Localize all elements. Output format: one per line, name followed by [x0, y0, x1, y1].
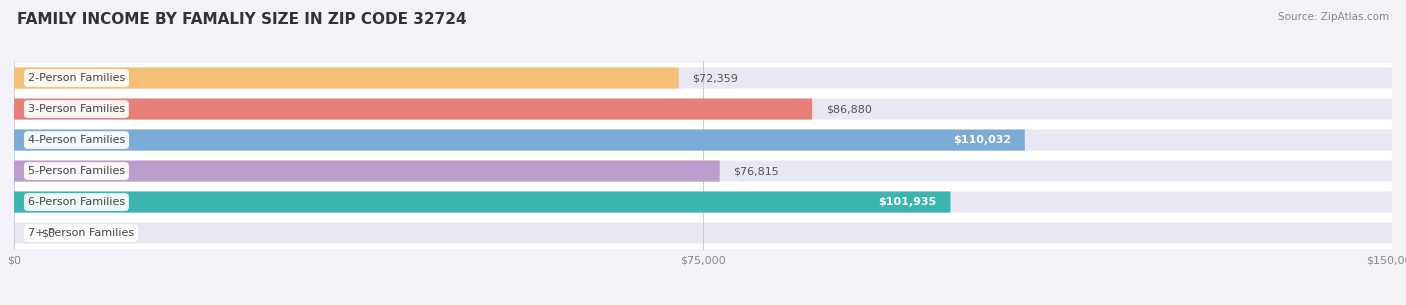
Text: 4-Person Families: 4-Person Families: [28, 135, 125, 145]
FancyBboxPatch shape: [14, 130, 1392, 151]
Text: 3-Person Families: 3-Person Families: [28, 104, 125, 114]
FancyBboxPatch shape: [4, 187, 1402, 217]
FancyBboxPatch shape: [14, 160, 1392, 181]
Text: 6-Person Families: 6-Person Families: [28, 197, 125, 207]
Text: $86,880: $86,880: [825, 104, 872, 114]
FancyBboxPatch shape: [14, 192, 1392, 213]
Text: 7+ Person Families: 7+ Person Families: [28, 228, 134, 238]
FancyBboxPatch shape: [14, 99, 813, 120]
FancyBboxPatch shape: [14, 192, 950, 213]
FancyBboxPatch shape: [14, 130, 1025, 151]
Text: FAMILY INCOME BY FAMALIY SIZE IN ZIP CODE 32724: FAMILY INCOME BY FAMALIY SIZE IN ZIP COD…: [17, 12, 467, 27]
Text: $101,935: $101,935: [879, 197, 936, 207]
Text: $72,359: $72,359: [693, 73, 738, 83]
FancyBboxPatch shape: [14, 99, 1392, 120]
FancyBboxPatch shape: [14, 160, 720, 181]
Text: 2-Person Families: 2-Person Families: [28, 73, 125, 83]
FancyBboxPatch shape: [4, 217, 1402, 249]
FancyBboxPatch shape: [14, 67, 1392, 88]
Text: $76,815: $76,815: [734, 166, 779, 176]
FancyBboxPatch shape: [4, 94, 1402, 124]
Text: $110,032: $110,032: [953, 135, 1011, 145]
FancyBboxPatch shape: [4, 156, 1402, 187]
FancyBboxPatch shape: [4, 63, 1402, 94]
Text: 5-Person Families: 5-Person Families: [28, 166, 125, 176]
FancyBboxPatch shape: [4, 124, 1402, 156]
Text: Source: ZipAtlas.com: Source: ZipAtlas.com: [1278, 12, 1389, 22]
FancyBboxPatch shape: [14, 223, 1392, 244]
FancyBboxPatch shape: [14, 67, 679, 88]
Text: $0: $0: [42, 228, 56, 238]
